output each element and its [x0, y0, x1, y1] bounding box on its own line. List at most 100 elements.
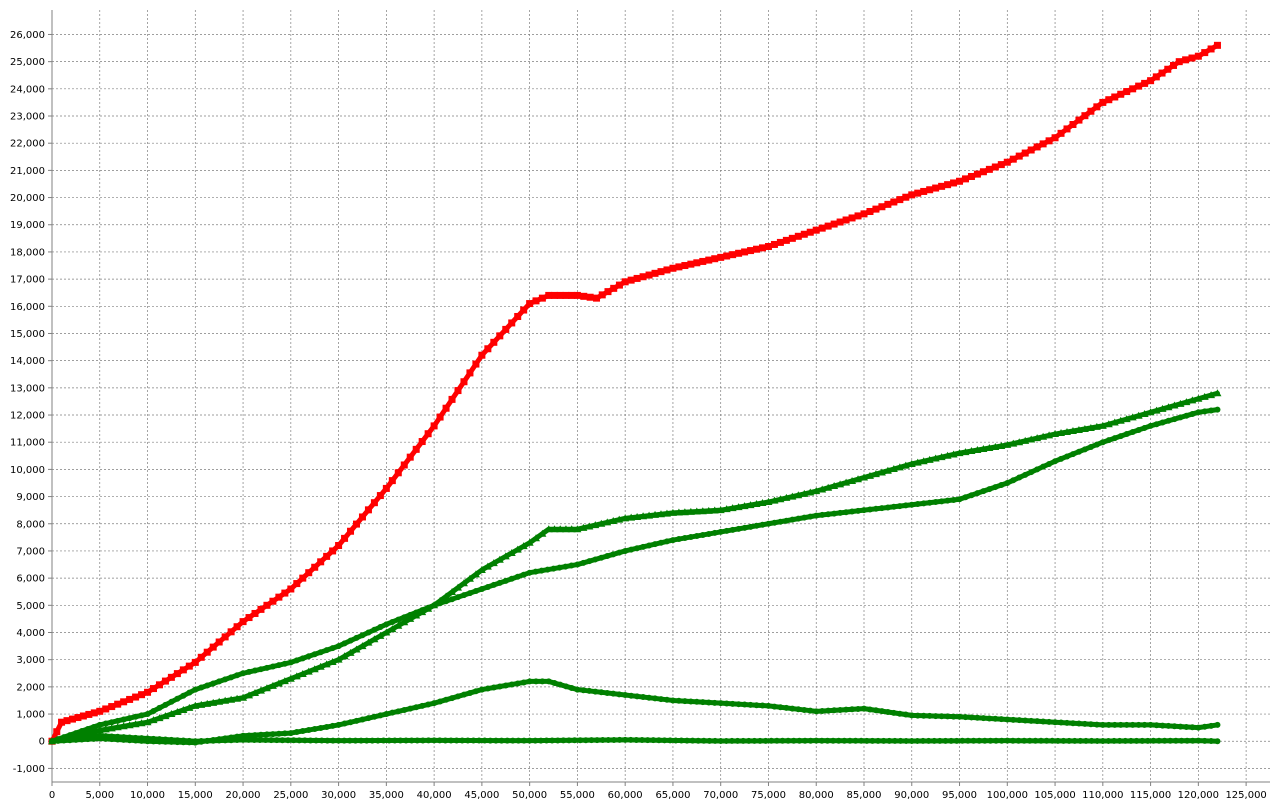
data-point — [515, 737, 522, 744]
data-point — [239, 693, 248, 701]
data-point — [777, 704, 784, 711]
data-point — [1214, 406, 1221, 413]
data-point — [549, 737, 556, 744]
data-point — [970, 737, 977, 744]
y-tick-label: 9,000 — [16, 492, 45, 503]
y-tick-label: 16,000 — [10, 302, 45, 313]
data-point — [1177, 723, 1184, 730]
data-point — [1150, 737, 1157, 744]
data-point — [711, 699, 718, 706]
data-point — [466, 689, 473, 696]
data-point — [397, 737, 404, 744]
data-point — [317, 724, 324, 731]
data-point — [1200, 392, 1209, 400]
data-point — [544, 566, 551, 573]
data-point — [1094, 737, 1101, 744]
data-point — [1092, 422, 1101, 430]
data-point — [1010, 477, 1017, 484]
data-point — [1099, 98, 1107, 106]
data-point — [837, 509, 844, 516]
data-point — [735, 525, 742, 532]
data-point — [610, 690, 617, 697]
data-point — [955, 449, 964, 457]
data-point — [537, 737, 544, 744]
data-point — [520, 306, 528, 314]
data-point — [507, 548, 516, 556]
data-point — [693, 532, 700, 539]
data-point — [489, 559, 498, 567]
data-point — [144, 735, 151, 742]
data-point — [949, 450, 958, 458]
data-point — [210, 680, 217, 687]
data-point — [639, 737, 646, 744]
data-point — [281, 589, 289, 597]
data-point — [794, 491, 803, 499]
data-point — [914, 189, 922, 197]
data-point — [1207, 391, 1216, 399]
data-point — [866, 706, 873, 713]
data-point — [544, 525, 553, 533]
data-point — [759, 521, 766, 528]
data-point — [443, 598, 450, 605]
data-point — [789, 705, 796, 712]
data-point — [161, 712, 170, 720]
data-point — [1039, 432, 1048, 440]
data-point — [460, 592, 467, 599]
data-point — [795, 706, 802, 713]
data-point — [299, 655, 306, 662]
data-point — [925, 737, 932, 744]
data-point — [869, 737, 876, 744]
data-point — [991, 163, 999, 171]
data-point — [556, 525, 565, 533]
y-tick-label: 2,000 — [16, 682, 45, 693]
data-point — [519, 542, 528, 550]
x-tick-label: 30,000 — [321, 790, 356, 801]
data-point — [502, 682, 509, 689]
data-point — [514, 573, 521, 580]
data-point — [245, 614, 253, 622]
data-point — [1195, 724, 1202, 731]
data-point — [539, 678, 546, 685]
x-tick-label: 65,000 — [655, 790, 690, 801]
data-point — [386, 737, 393, 744]
data-point — [863, 737, 870, 744]
data-point — [1201, 723, 1208, 730]
data-point — [1111, 435, 1118, 442]
data-point — [346, 737, 353, 744]
data-point — [143, 718, 152, 726]
data-point — [221, 633, 229, 641]
data-point — [285, 737, 292, 744]
data-point — [622, 692, 629, 699]
data-point — [525, 538, 534, 546]
data-point — [53, 728, 61, 736]
data-point — [675, 697, 682, 704]
data-point — [678, 737, 685, 744]
data-point — [304, 667, 313, 675]
data-point — [406, 614, 415, 622]
data-point — [1164, 65, 1172, 73]
data-point — [1171, 416, 1178, 423]
data-point — [96, 732, 103, 739]
data-point — [168, 698, 175, 705]
data-point — [588, 737, 595, 744]
data-point — [496, 332, 504, 340]
data-point — [1081, 446, 1088, 453]
data-point — [419, 702, 426, 709]
data-point — [962, 175, 969, 183]
data-point — [275, 730, 282, 737]
data-point — [221, 696, 230, 704]
data-point — [120, 734, 127, 741]
data-point — [1034, 466, 1041, 473]
data-point — [180, 737, 187, 744]
data-point — [72, 735, 79, 742]
data-point — [788, 492, 797, 500]
data-point — [973, 446, 982, 454]
data-point — [1057, 129, 1065, 137]
data-point — [897, 737, 904, 744]
data-point — [562, 563, 569, 570]
data-point — [246, 732, 253, 739]
data-point — [251, 609, 259, 617]
data-point — [156, 736, 163, 743]
data-point — [1161, 737, 1168, 744]
data-point — [1004, 737, 1011, 744]
